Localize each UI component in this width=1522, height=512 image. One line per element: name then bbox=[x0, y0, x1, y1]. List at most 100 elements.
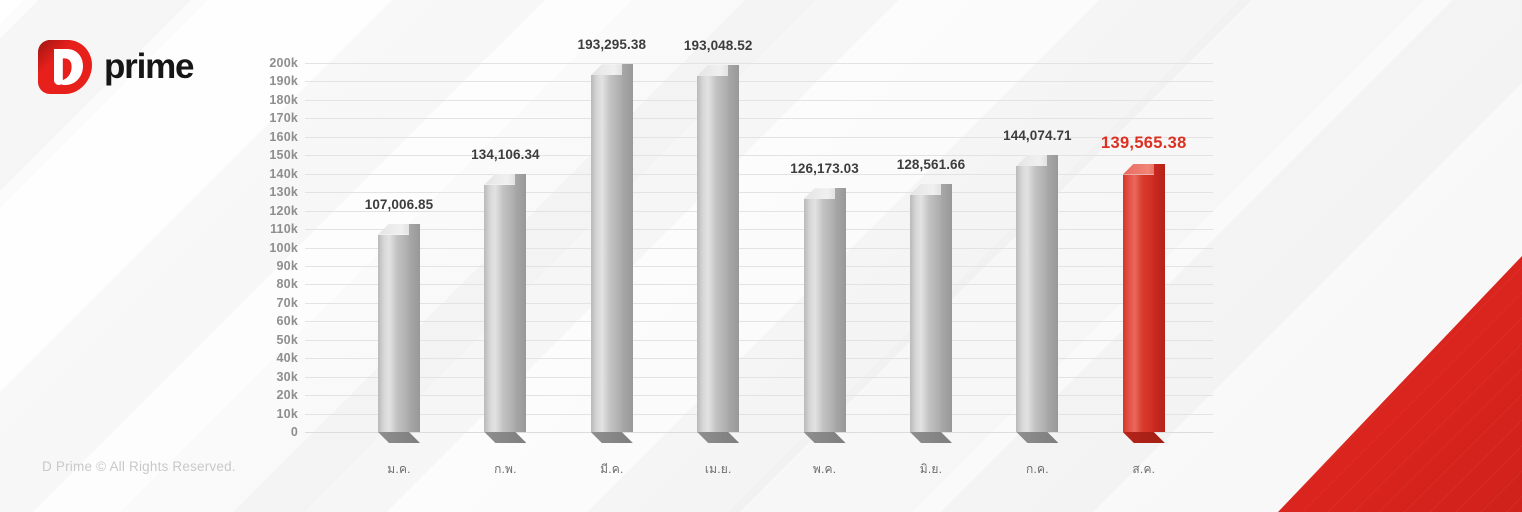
bar-column[interactable] bbox=[803, 0, 846, 512]
gridline bbox=[305, 229, 1213, 231]
y-axis-tick-label: 60k bbox=[276, 314, 298, 329]
gridline bbox=[305, 284, 1213, 286]
bar-column[interactable] bbox=[590, 0, 633, 512]
gridline bbox=[305, 339, 1213, 341]
x-axis-tick-label: มี.ค. bbox=[600, 462, 624, 476]
bar-side-face bbox=[1047, 155, 1059, 432]
gridline bbox=[305, 265, 1213, 267]
bar-front-face bbox=[484, 184, 516, 432]
gridline bbox=[305, 99, 1213, 101]
bar-side-face bbox=[1153, 163, 1165, 432]
y-axis: 200k 190k 180k 170k 160k 150k 140k 130k 120k 110k… bbox=[252, 0, 298, 512]
gridline bbox=[305, 395, 1213, 397]
x-axis-tick-label: ก.พ. bbox=[494, 462, 517, 476]
y-axis-tick-label: 190k bbox=[269, 74, 298, 89]
bar-bottom-face bbox=[803, 432, 846, 443]
bar-bottom-face bbox=[378, 432, 420, 443]
gridline bbox=[305, 118, 1213, 120]
bar-front-face bbox=[1016, 166, 1048, 432]
gridline bbox=[305, 247, 1213, 249]
bar-top-face bbox=[697, 64, 740, 76]
bar-bottom-face bbox=[1016, 432, 1059, 443]
bar-top-face bbox=[910, 183, 952, 195]
bar-front-face bbox=[378, 234, 409, 432]
y-axis-tick-label: 150k bbox=[269, 148, 298, 163]
bar-value-label: 144,074.71 bbox=[1003, 128, 1072, 144]
bar-front-face bbox=[1122, 174, 1154, 432]
gridline bbox=[305, 155, 1213, 157]
y-axis-tick-label: 20k bbox=[276, 388, 298, 403]
bar-front-face bbox=[590, 75, 622, 432]
y-axis-tick-label: 0 bbox=[290, 425, 298, 439]
bar-bottom-face bbox=[590, 432, 633, 443]
gridline bbox=[305, 192, 1213, 194]
bar-top-face bbox=[803, 188, 846, 200]
x-axis-tick-label: ม.ค. bbox=[387, 462, 411, 476]
bar-column[interactable] bbox=[378, 0, 420, 512]
x-axis-tick-label: เม.ย. bbox=[704, 462, 732, 476]
y-axis-tick-label: 120k bbox=[269, 203, 298, 218]
y-axis-tick-label: 90k bbox=[276, 258, 298, 273]
gridline bbox=[305, 63, 1213, 64]
y-axis-tick-label: 70k bbox=[276, 295, 298, 310]
bar-column[interactable] bbox=[910, 0, 952, 512]
bar-value-label: 193,295.38 bbox=[577, 37, 647, 53]
bar-bottom-face bbox=[697, 432, 740, 443]
bar-bottom-face bbox=[1122, 432, 1165, 443]
bar-side-face bbox=[409, 223, 420, 432]
x-axis-tick-label: ก.ค. bbox=[1026, 462, 1049, 476]
bar-side-face bbox=[515, 173, 527, 432]
bar-value-label: 139,565.38 bbox=[1101, 133, 1187, 152]
d-prime-logo-icon bbox=[38, 40, 92, 94]
y-axis-tick-label: 110k bbox=[270, 222, 298, 237]
bar-value-label: 128,561.66 bbox=[896, 156, 966, 172]
y-axis-tick-label: 140k bbox=[269, 166, 298, 181]
gridline bbox=[305, 173, 1213, 175]
bar-value-label: 134,106.34 bbox=[471, 146, 540, 162]
y-axis-tick-label: 100k bbox=[269, 240, 298, 255]
y-axis-tick-label: 180k bbox=[269, 92, 298, 107]
x-axis-tick-label: มิ.ย. bbox=[919, 462, 943, 476]
gridline bbox=[305, 81, 1213, 83]
bar-top-face bbox=[378, 223, 420, 235]
y-axis-tick-label: 80k bbox=[276, 277, 298, 292]
gridline bbox=[305, 376, 1213, 378]
y-axis-tick-label: 10k bbox=[276, 406, 298, 421]
copyright-footer: D Prime © All Rights Reserved. bbox=[42, 459, 236, 474]
bar-bottom-face bbox=[484, 432, 527, 443]
bar-side-face bbox=[834, 188, 846, 432]
gridline bbox=[305, 210, 1213, 212]
gridline bbox=[305, 136, 1213, 138]
bar-column[interactable] bbox=[697, 0, 740, 512]
bar-side-face bbox=[728, 64, 740, 432]
logo-wordmark: prime bbox=[104, 46, 195, 86]
bar-side-face bbox=[941, 183, 952, 432]
bar-column[interactable] bbox=[1122, 0, 1165, 512]
x-axis-tick-label: ส.ค. bbox=[1132, 462, 1156, 476]
bar-front-face bbox=[803, 199, 835, 432]
bar-top-face bbox=[484, 173, 527, 185]
bar-value-label: 193,048.52 bbox=[683, 37, 753, 53]
y-axis-tick-label: 30k bbox=[276, 369, 298, 384]
y-axis-tick-label: 50k bbox=[276, 332, 298, 347]
bar-top-face bbox=[1122, 163, 1165, 175]
bar-column[interactable] bbox=[484, 0, 527, 512]
y-axis-tick-label: 160k bbox=[269, 129, 298, 144]
y-axis-tick-label: 200k bbox=[269, 56, 298, 70]
gridline bbox=[305, 358, 1213, 360]
gridline bbox=[305, 321, 1213, 323]
bar-top-face bbox=[590, 64, 633, 76]
bar-side-face bbox=[621, 64, 633, 432]
bar-front-face bbox=[910, 194, 941, 432]
bar-column[interactable] bbox=[1016, 0, 1059, 512]
y-axis-tick-label: 40k bbox=[276, 351, 298, 366]
bar-top-face bbox=[1016, 155, 1059, 167]
gridline bbox=[305, 413, 1213, 415]
bar-front-face bbox=[697, 75, 729, 432]
gridline bbox=[305, 302, 1213, 304]
brand-logo: prime bbox=[38, 40, 195, 94]
